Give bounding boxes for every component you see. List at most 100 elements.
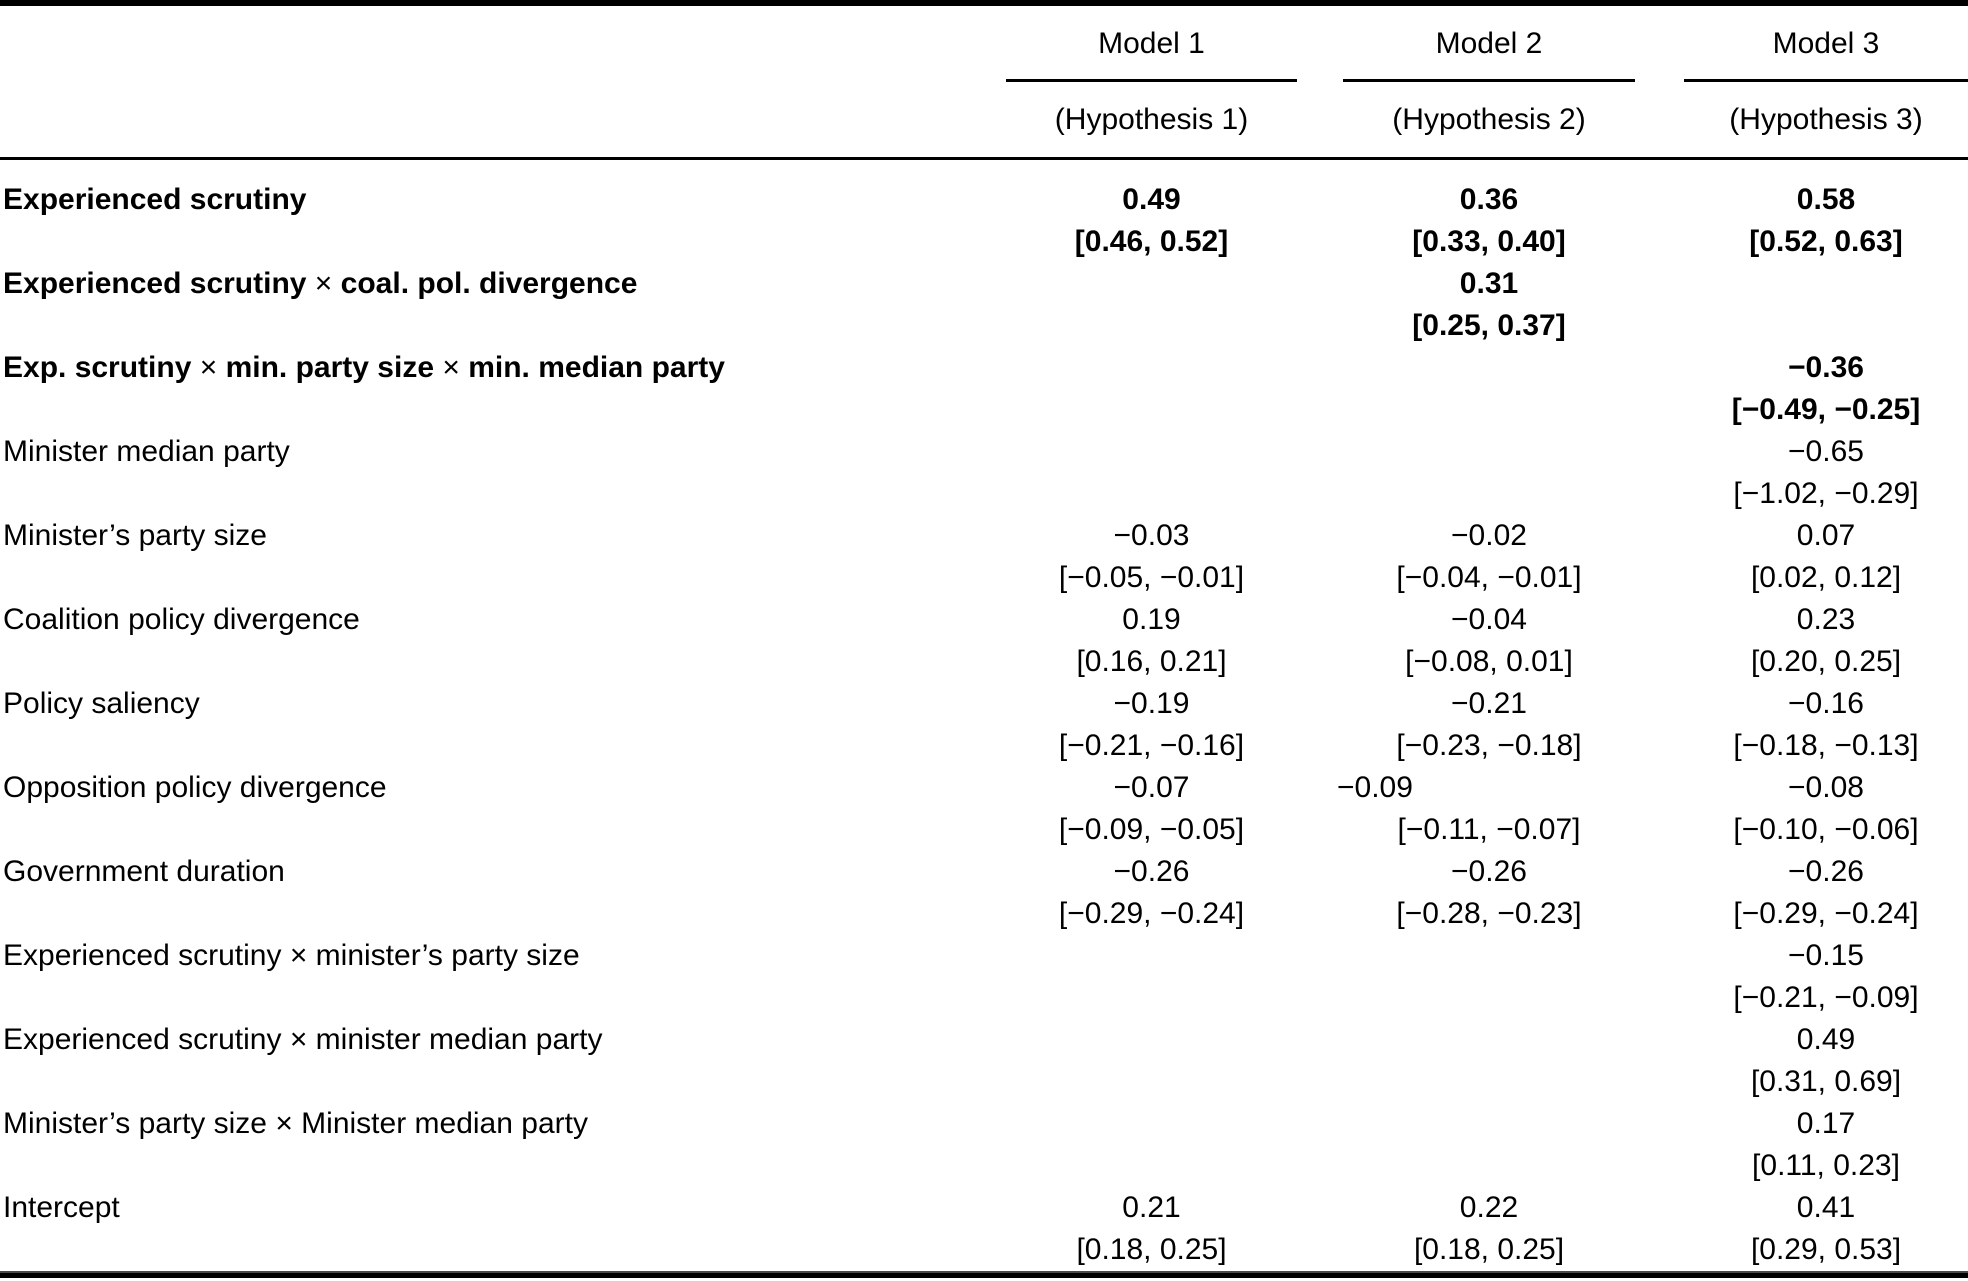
variable-label: Experienced scrutiny (3, 183, 307, 216)
multiplication-sign: × (289, 1023, 308, 1056)
confidence-interval: [−1.02, −0.29] (1733, 477, 1919, 510)
model-2-cell (1343, 347, 1684, 431)
estimate-value (1343, 347, 1635, 389)
confidence-interval (1006, 305, 1297, 347)
estimate-value (1006, 1103, 1297, 1145)
estimate-value: 0.31 (1459, 267, 1519, 300)
model-2-cell: −0.21 [−0.23, −0.18] (1343, 683, 1684, 767)
confidence-interval: [0.46, 0.52] (1074, 225, 1229, 258)
variable-label: Exp. scrutiny × min. party size × min. m… (3, 351, 725, 384)
variable-label: Minister’s party size × Minister median … (3, 1107, 588, 1140)
confidence-interval (1006, 1061, 1297, 1103)
confidence-interval (1006, 1145, 1297, 1187)
model-3-underline (1684, 79, 1968, 82)
confidence-interval: [0.16, 0.21] (1076, 645, 1227, 678)
estimate-value: −0.09 (1337, 771, 1413, 804)
estimate-value: 0.17 (1796, 1107, 1856, 1140)
confidence-interval: [0.02, 0.12] (1750, 561, 1902, 594)
table-row: Experienced scrutiny × coal. pol. diverg… (0, 263, 1968, 347)
model-3-cell: −0.36 [−0.49, −0.25] (1684, 347, 1968, 431)
model-2-cell (1343, 431, 1684, 515)
estimate-value (1343, 1103, 1635, 1145)
table-row: Intercept 0.21 [0.18, 0.25] 0.22 [0.18, 0.25… (0, 1187, 1968, 1271)
model-1-cell (1006, 347, 1343, 431)
estimate-value: 0.41 (1796, 1191, 1856, 1224)
estimate-value (1343, 431, 1635, 473)
estimate-value (1343, 935, 1635, 977)
model-1-underline (1006, 79, 1297, 82)
confidence-interval: [0.18, 0.25] (1076, 1233, 1227, 1266)
confidence-interval: [0.25, 0.37] (1412, 309, 1566, 342)
model-3-cell: 0.49 [0.31, 0.69] (1684, 1019, 1968, 1103)
confidence-interval (1343, 1145, 1635, 1187)
estimate-value: −0.26 (1788, 855, 1864, 888)
estimate-value: 0.19 (1122, 603, 1181, 636)
table-row: Government duration −0.26 [−0.29, −0.24] −0… (0, 851, 1968, 935)
model-2-cell: −0.02 [−0.04, −0.01] (1343, 515, 1684, 599)
confidence-interval: [−0.10, −0.06] (1733, 813, 1919, 846)
model-3-cell: −0.65 [−1.02, −0.29] (1684, 431, 1968, 515)
variable-label: Experienced scrutiny × minister’s party … (3, 939, 580, 972)
multiplication-sign: × (275, 1107, 293, 1140)
variable-label: Coalition policy divergence (3, 603, 360, 636)
estimate-value: 0.49 (1796, 1023, 1856, 1056)
model-3-cell: 0.58 [0.52, 0.63] (1684, 179, 1968, 263)
variable-label: Minister’s party size (3, 519, 267, 552)
estimate-value: −0.04 (1451, 603, 1527, 636)
table-row: Policy saliency −0.19 [−0.21, −0.16] −0.21 [… (0, 683, 1968, 767)
confidence-interval: [0.52, 0.63] (1749, 225, 1903, 258)
multiplication-sign: × (289, 939, 308, 972)
multiplication-sign: × (442, 351, 460, 384)
estimate-value (1684, 263, 1968, 305)
estimate-value: 0.07 (1796, 519, 1856, 552)
estimate-value: 0.58 (1796, 183, 1856, 216)
estimate-value: 0.21 (1122, 1191, 1181, 1224)
table-row: Experienced scrutiny × minister’s party … (0, 935, 1968, 1019)
table-bottom-rule (0, 1271, 1968, 1278)
variable-label: Experienced scrutiny × coal. pol. diverg… (3, 267, 638, 300)
confidence-interval: [−0.05, −0.01] (1058, 561, 1245, 594)
model-2-column-header: Model 2 (Hypothesis 2) (1343, 6, 1684, 157)
model-3-cell: 0.07 [0.02, 0.12] (1684, 515, 1968, 599)
confidence-interval (1006, 977, 1297, 1019)
table-top-rule (0, 0, 1968, 6)
confidence-interval (1343, 1061, 1635, 1103)
confidence-interval: [−0.09, −0.05] (1058, 813, 1245, 846)
table-row: Minister median party −0.65 [−1.02, −0.29] (0, 431, 1968, 515)
table-row: Exp. scrutiny × min. party size × min. m… (0, 347, 1968, 431)
confidence-interval: [−0.18, −0.13] (1733, 729, 1919, 762)
model-1-cell: 0.21 [0.18, 0.25] (1006, 1187, 1343, 1271)
model-3-cell: 0.17 [0.11, 0.23] (1684, 1103, 1968, 1187)
model-2-header: Model 2 (1435, 27, 1543, 60)
confidence-interval: [−0.49, −0.25] (1731, 393, 1921, 426)
estimate-value: −0.65 (1788, 435, 1864, 468)
variable-label: Minister median party (3, 435, 290, 468)
estimate-value (1343, 1019, 1635, 1061)
estimate-value: 0.22 (1459, 1191, 1519, 1224)
table-row: Opposition policy divergence −0.07 [−0.09,… (0, 767, 1968, 851)
model-3-cell: 0.41 [0.29, 0.53] (1684, 1187, 1968, 1271)
model-2-underline (1343, 79, 1635, 82)
model-3-cell: 0.23 [0.20, 0.25] (1684, 599, 1968, 683)
confidence-interval: [−0.21, −0.16] (1058, 729, 1245, 762)
confidence-interval (1006, 473, 1297, 515)
model-2-cell: −0.04 [−0.08, 0.01] (1343, 599, 1684, 683)
confidence-interval (1006, 389, 1297, 431)
model-2-cell: −0.26 [−0.28, −0.23] (1343, 851, 1684, 935)
table-header: Model 1 (Hypothesis 1) Model 2 (Hypothes… (0, 6, 1968, 157)
confidence-interval: [−0.29, −0.24] (1058, 897, 1245, 930)
estimate-value: −0.03 (1113, 519, 1190, 552)
confidence-interval (1343, 473, 1635, 515)
model-3-cell: −0.16 [−0.18, −0.13] (1684, 683, 1968, 767)
label-column-header-spacer (0, 6, 1006, 157)
model-1-cell: −0.19 [−0.21, −0.16] (1006, 683, 1343, 767)
model-1-cell: 0.49 [0.46, 0.52] (1006, 179, 1343, 263)
model-3-column-header: Model 3 (Hypothesis 3) (1684, 6, 1968, 157)
model-1-cell: −0.07 [−0.09, −0.05] (1006, 767, 1343, 851)
variable-label: Intercept (3, 1191, 120, 1224)
model-1-cell: 0.19 [0.16, 0.21] (1006, 599, 1343, 683)
confidence-interval: [−0.08, 0.01] (1405, 645, 1573, 678)
estimate-value: −0.26 (1451, 855, 1527, 888)
model-2-cell: −0.09 [−0.11, −0.07] (1337, 767, 1684, 851)
